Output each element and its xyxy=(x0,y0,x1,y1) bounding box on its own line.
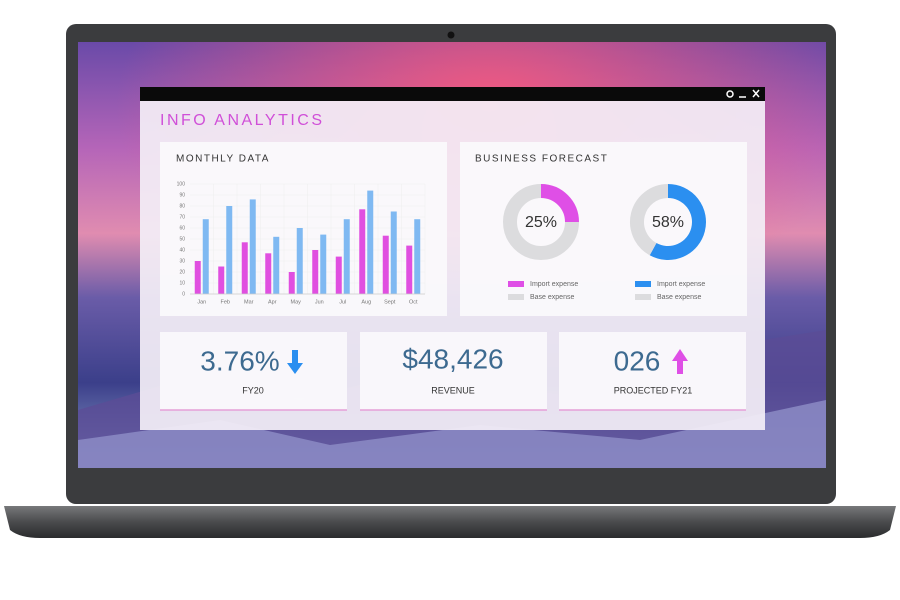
panel-title: MONTHLY DATA xyxy=(176,154,270,165)
bar xyxy=(414,219,421,294)
close-button[interactable] xyxy=(752,89,760,98)
donut-segment xyxy=(503,184,579,260)
bar xyxy=(273,236,280,294)
bar xyxy=(343,219,350,294)
y-tick-label: 90 xyxy=(179,192,185,198)
bar xyxy=(296,228,303,294)
bar xyxy=(367,190,374,294)
legend-swatch xyxy=(508,281,524,287)
donut-label: 58% xyxy=(652,214,684,231)
legend-swatch xyxy=(635,281,651,287)
kpi-card xyxy=(559,332,746,410)
y-tick-label: 80 xyxy=(179,203,185,209)
bar xyxy=(202,219,209,294)
donut-label: 25% xyxy=(525,214,557,231)
bar xyxy=(335,256,342,294)
kpi-value: $48,426 xyxy=(402,343,503,374)
kpi-label: FY20 xyxy=(242,385,264,395)
legend-swatch xyxy=(508,294,524,300)
kpi-label: REVENUE xyxy=(431,385,475,395)
title-bar xyxy=(140,87,765,101)
y-tick-label: 60 xyxy=(179,225,185,231)
x-tick-label: Jun xyxy=(315,299,324,305)
legend-label: Base expense xyxy=(657,294,701,301)
y-tick-label: 70 xyxy=(179,214,185,220)
bar xyxy=(382,235,389,294)
donut-segment xyxy=(649,184,706,260)
up-arrow xyxy=(672,349,688,374)
laptop-base xyxy=(4,506,896,538)
settings-button[interactable] xyxy=(726,90,734,98)
kpi-label: PROJECTED FY21 xyxy=(614,385,693,395)
legend-label: Import expense xyxy=(657,281,705,288)
panel-title: BUSINESS FORECAST xyxy=(475,154,608,165)
y-tick-label: 30 xyxy=(179,258,185,264)
y-tick-label: 40 xyxy=(179,247,185,253)
app-title: INFO ANALYTICS xyxy=(160,112,325,129)
bar xyxy=(288,272,295,294)
bar xyxy=(406,245,413,294)
x-tick-label: Jan xyxy=(197,299,206,305)
x-tick-label: Jul xyxy=(339,299,346,305)
bar xyxy=(226,206,233,294)
donut-segment xyxy=(630,184,669,256)
legend-label: Base expense xyxy=(530,294,574,301)
donut-segment xyxy=(540,184,579,223)
kpi-value: 3.76% xyxy=(200,345,279,376)
bar xyxy=(218,266,225,294)
y-tick-label: 50 xyxy=(179,236,185,242)
legend-label: Import expense xyxy=(530,281,578,288)
x-tick-label: May xyxy=(291,299,302,305)
x-tick-label: Feb xyxy=(221,299,230,305)
y-tick-label: 0 xyxy=(182,291,185,297)
y-tick-label: 10 xyxy=(179,280,185,286)
kpi-card xyxy=(160,332,347,410)
bar xyxy=(312,250,319,294)
y-tick-label: 100 xyxy=(177,181,186,187)
x-tick-label: Apr xyxy=(268,299,277,305)
bar xyxy=(390,211,397,294)
down-arrow xyxy=(287,350,303,374)
bar xyxy=(241,242,248,294)
bar xyxy=(359,209,366,294)
x-tick-label: Aug xyxy=(361,299,371,305)
kpi-value: 026 xyxy=(614,345,661,376)
x-tick-label: Sept xyxy=(384,299,396,305)
bar xyxy=(249,199,256,294)
bar xyxy=(265,253,272,294)
x-tick-label: Oct xyxy=(409,299,418,305)
y-tick-label: 20 xyxy=(179,269,185,275)
webcam xyxy=(447,31,455,39)
legend-swatch xyxy=(635,294,651,300)
mountains-front xyxy=(78,400,826,468)
x-tick-label: Mar xyxy=(244,299,254,305)
bar xyxy=(194,261,201,294)
bar xyxy=(320,234,327,294)
kpi-card xyxy=(360,332,547,410)
